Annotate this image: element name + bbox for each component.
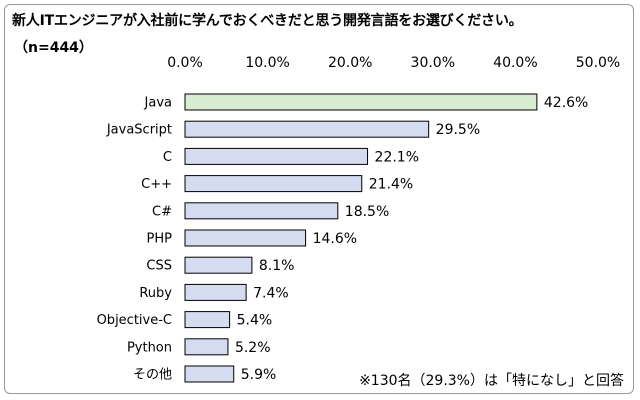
bar-Ruby [184, 283, 247, 301]
bar-その他 [184, 365, 235, 383]
data-label: 5.4% [237, 313, 273, 329]
x-tick-label: 0.0% [167, 55, 203, 71]
sample-size: （n=444） [14, 40, 93, 56]
data-label: 14.6% [313, 231, 357, 247]
data-label: 42.6% [544, 95, 588, 111]
category-label: CSS [146, 259, 172, 274]
x-tick-label: 10.0% [245, 55, 289, 71]
bar-C# [184, 202, 339, 220]
data-label: 22.1% [375, 149, 419, 165]
category-label: Python [127, 340, 172, 355]
x-tick-label: 40.0% [493, 55, 537, 71]
data-label: 5.9% [241, 367, 277, 383]
bar-PHP [184, 229, 307, 247]
data-label: 8.1% [259, 258, 295, 274]
category-label: その他 [133, 368, 172, 383]
data-label: 18.5% [345, 204, 389, 220]
bar-C [184, 147, 369, 165]
bar-JavaScript [184, 120, 430, 138]
x-tick-label: 50.0% [576, 55, 620, 71]
category-label: C# [152, 204, 172, 219]
x-tick-label: 30.0% [411, 55, 455, 71]
data-label: 5.2% [235, 340, 271, 356]
category-label: C [163, 150, 172, 165]
chart-frame [4, 4, 634, 394]
bar-Java [184, 93, 538, 111]
bar-CSS [184, 256, 253, 274]
category-label: Objective-C [97, 313, 172, 328]
data-label: 21.4% [369, 177, 413, 193]
footnote: ※130名（29.3%）は「特になし」と回答 [359, 373, 624, 389]
category-label: Ruby [139, 286, 172, 301]
bar-C++ [184, 175, 363, 193]
category-labels: Java JavaScript C C++ C# PHP CSS Ruby Objective-… [97, 96, 173, 383]
data-labels: 42.6% 29.5% 22.1% 21.4% 18.5% 14.6% 8.1% 7.4% 5.… [235, 95, 588, 383]
bar-Objective-C [184, 311, 231, 329]
data-label: 7.4% [253, 285, 289, 301]
bars [184, 93, 538, 383]
chart-title: 新人ITエンジニアが入社前に学んでおくべきだと思う開発言語をお選びください。 [12, 13, 523, 29]
category-label: JavaScript [106, 123, 172, 138]
x-axis-ticks: 0.0% 10.0% 20.0% 30.0% 40.0% 50.0% [167, 55, 620, 71]
category-label: PHP [147, 232, 173, 247]
bar-Python [184, 338, 229, 356]
category-label: Java [144, 96, 172, 111]
data-label: 29.5% [436, 122, 480, 138]
category-label: C++ [141, 177, 172, 192]
x-tick-label: 20.0% [328, 55, 372, 71]
